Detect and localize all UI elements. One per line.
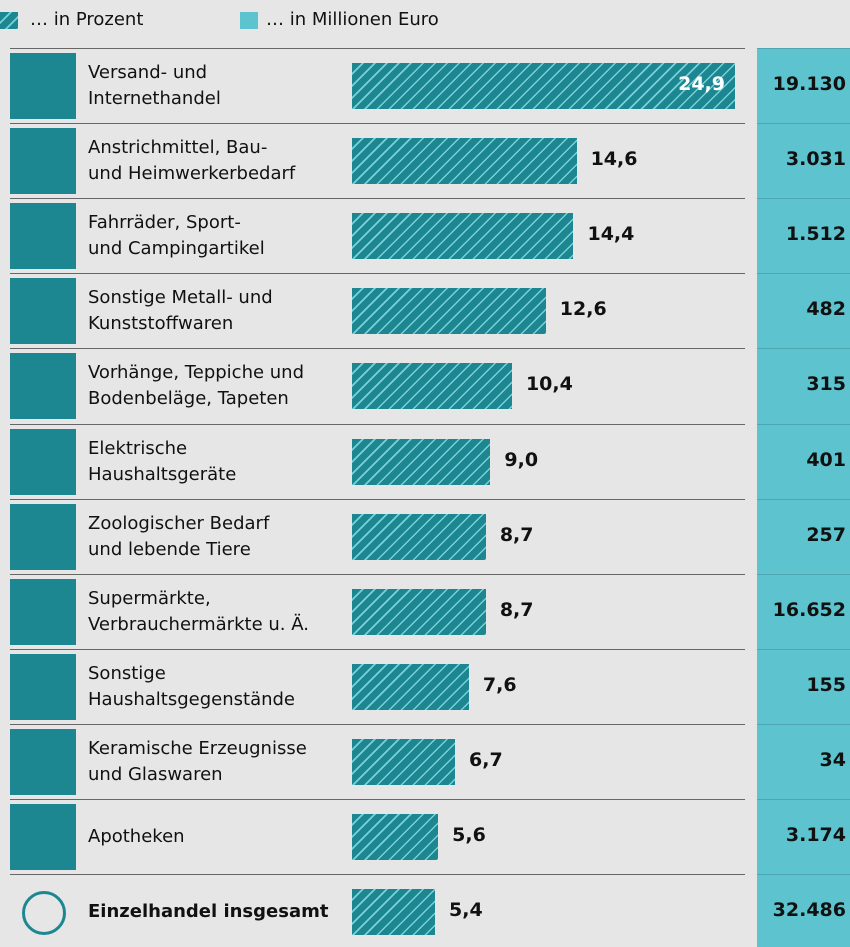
euro-value-label: 19.130 bbox=[772, 73, 846, 95]
row-separator bbox=[757, 874, 850, 876]
row-separator bbox=[10, 799, 745, 800]
category-label: Zoologischer Bedarf und lebende Tiere bbox=[88, 512, 270, 560]
legend-swatch-euro bbox=[240, 12, 258, 29]
euro-value-label: 32.486 bbox=[772, 899, 846, 922]
euro-value-label: 257 bbox=[806, 523, 846, 546]
euro-value-label: 1.512 bbox=[785, 223, 846, 246]
bar bbox=[352, 288, 546, 335]
euro-value-label: 315 bbox=[806, 373, 846, 396]
category-icon bbox=[10, 653, 76, 720]
bar bbox=[352, 213, 574, 260]
euro-value-label: 401 bbox=[806, 448, 846, 471]
euro-value-label: 155 bbox=[806, 673, 846, 696]
row-separator bbox=[10, 348, 745, 350]
bar-value-label: 7,6 bbox=[482, 673, 517, 696]
row-separator bbox=[10, 498, 745, 500]
category-label: Versand- und Internethandel bbox=[88, 62, 221, 109]
bar-value-label: 8,7 bbox=[499, 523, 534, 546]
euro-value-label: 3.174 bbox=[785, 824, 846, 846]
category-label: Vorhänge, Teppiche und Bodenbeläge, Tape… bbox=[88, 362, 305, 410]
euro-value-label: 16.652 bbox=[772, 598, 846, 621]
row-separator bbox=[757, 273, 850, 275]
category-label: Keramische Erzeugnisse und Glaswaren bbox=[88, 737, 307, 785]
bar-value-label: 8,7 bbox=[499, 598, 534, 621]
bar bbox=[352, 738, 456, 785]
euro-value-label: 34 bbox=[819, 748, 846, 771]
category-label: Apotheken bbox=[88, 826, 185, 847]
icon-circle bbox=[22, 891, 66, 936]
category-icon bbox=[10, 728, 76, 795]
bar bbox=[352, 588, 486, 635]
row-separator bbox=[757, 423, 850, 425]
row-separator bbox=[10, 573, 745, 575]
row-separator bbox=[757, 723, 850, 725]
category-icon bbox=[10, 578, 76, 645]
category-label: Anstrichmittel, Bau- und Heimwerkerbedar… bbox=[88, 137, 296, 185]
category-icon bbox=[10, 53, 76, 119]
legend-swatch-percent bbox=[0, 12, 18, 29]
bar-value-label: 12,6 bbox=[559, 298, 607, 321]
category-label: Elektrische Haushaltsgeräte bbox=[88, 437, 237, 485]
category-icon bbox=[10, 278, 76, 345]
bar bbox=[352, 63, 735, 109]
row-separator bbox=[757, 123, 850, 125]
row-separator bbox=[10, 423, 745, 425]
category-label: Sonstige Metall- und Kunststoffwaren bbox=[88, 287, 273, 335]
bar bbox=[352, 513, 486, 560]
category-icon bbox=[10, 353, 76, 420]
bar-value-label: 5,4 bbox=[449, 899, 483, 922]
row-separator bbox=[10, 874, 745, 876]
row-separator bbox=[757, 198, 850, 200]
row-separator bbox=[10, 273, 745, 275]
bar-value-label: 10,4 bbox=[525, 373, 573, 396]
category-label: Sonstige Haushaltsgegenstände bbox=[88, 662, 296, 710]
bar-value-label: 14,6 bbox=[590, 148, 638, 171]
bar-value-label: 9,0 bbox=[504, 448, 539, 471]
row-separator bbox=[10, 723, 745, 725]
row-separator bbox=[757, 573, 850, 575]
bar bbox=[352, 138, 577, 185]
row-separator bbox=[10, 123, 745, 125]
bar bbox=[352, 363, 512, 410]
category-icon bbox=[10, 203, 76, 270]
legend-label: … in Millionen Euro bbox=[266, 9, 439, 30]
category-label: Supermärkte, Verbrauchermärkte u. Ä. bbox=[88, 587, 309, 635]
euro-value-label: 3.031 bbox=[785, 148, 846, 171]
bar bbox=[352, 438, 491, 485]
row-separator bbox=[757, 498, 850, 500]
bar-value-label: 24,9 bbox=[678, 73, 725, 95]
row-separator bbox=[10, 198, 745, 200]
category-icon bbox=[10, 503, 76, 570]
bar-value-label: 5,6 bbox=[452, 824, 486, 846]
bar bbox=[352, 663, 469, 710]
euro-value-label: 482 bbox=[806, 298, 846, 321]
category-icon bbox=[10, 128, 76, 195]
category-icon bbox=[10, 428, 76, 495]
row-separator bbox=[757, 648, 850, 650]
bar-value-label: 14,4 bbox=[587, 223, 635, 246]
row-separator bbox=[757, 48, 850, 49]
bar bbox=[352, 889, 436, 936]
legend-label: … in Prozent bbox=[30, 9, 144, 30]
row-separator bbox=[10, 48, 745, 49]
category-label: Fahrräder, Sport- und Campingartikel bbox=[88, 212, 265, 260]
euro-column bbox=[757, 48, 850, 947]
row-separator bbox=[757, 348, 850, 350]
category-label: Einzelhandel insgesamt bbox=[88, 901, 329, 923]
row-separator bbox=[757, 799, 850, 800]
bar bbox=[352, 814, 439, 860]
category-icon bbox=[10, 804, 76, 870]
bar-value-label: 6,7 bbox=[469, 748, 503, 771]
row-separator bbox=[10, 648, 745, 650]
